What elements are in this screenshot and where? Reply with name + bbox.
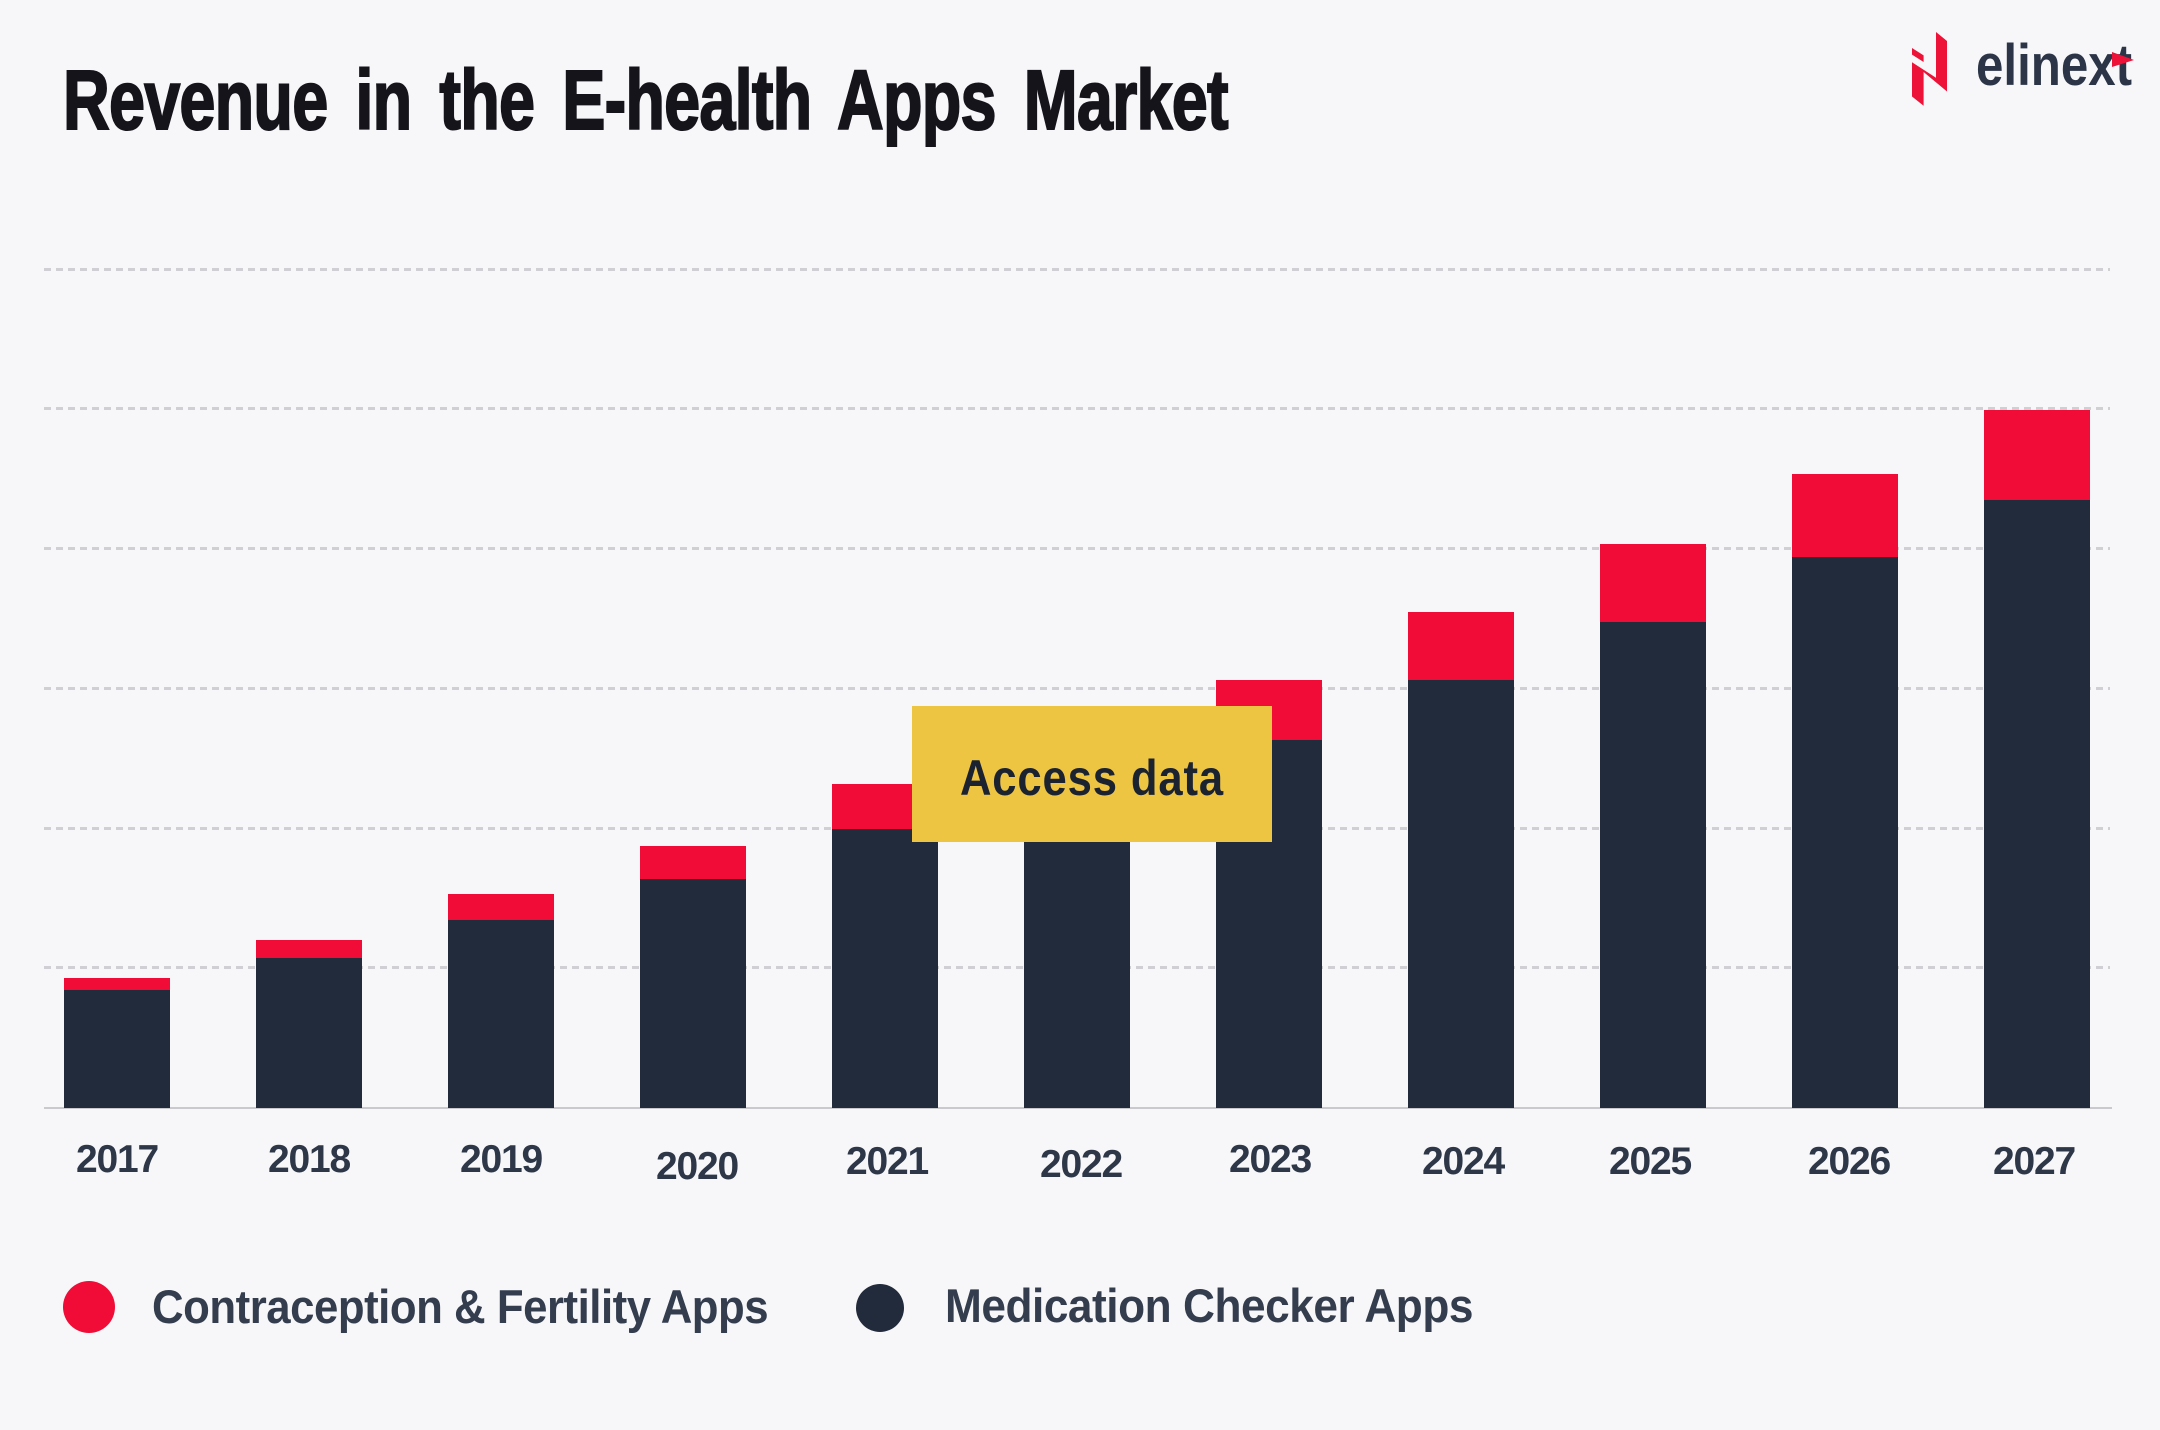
svg-text:elinext: elinext (1976, 33, 2132, 98)
